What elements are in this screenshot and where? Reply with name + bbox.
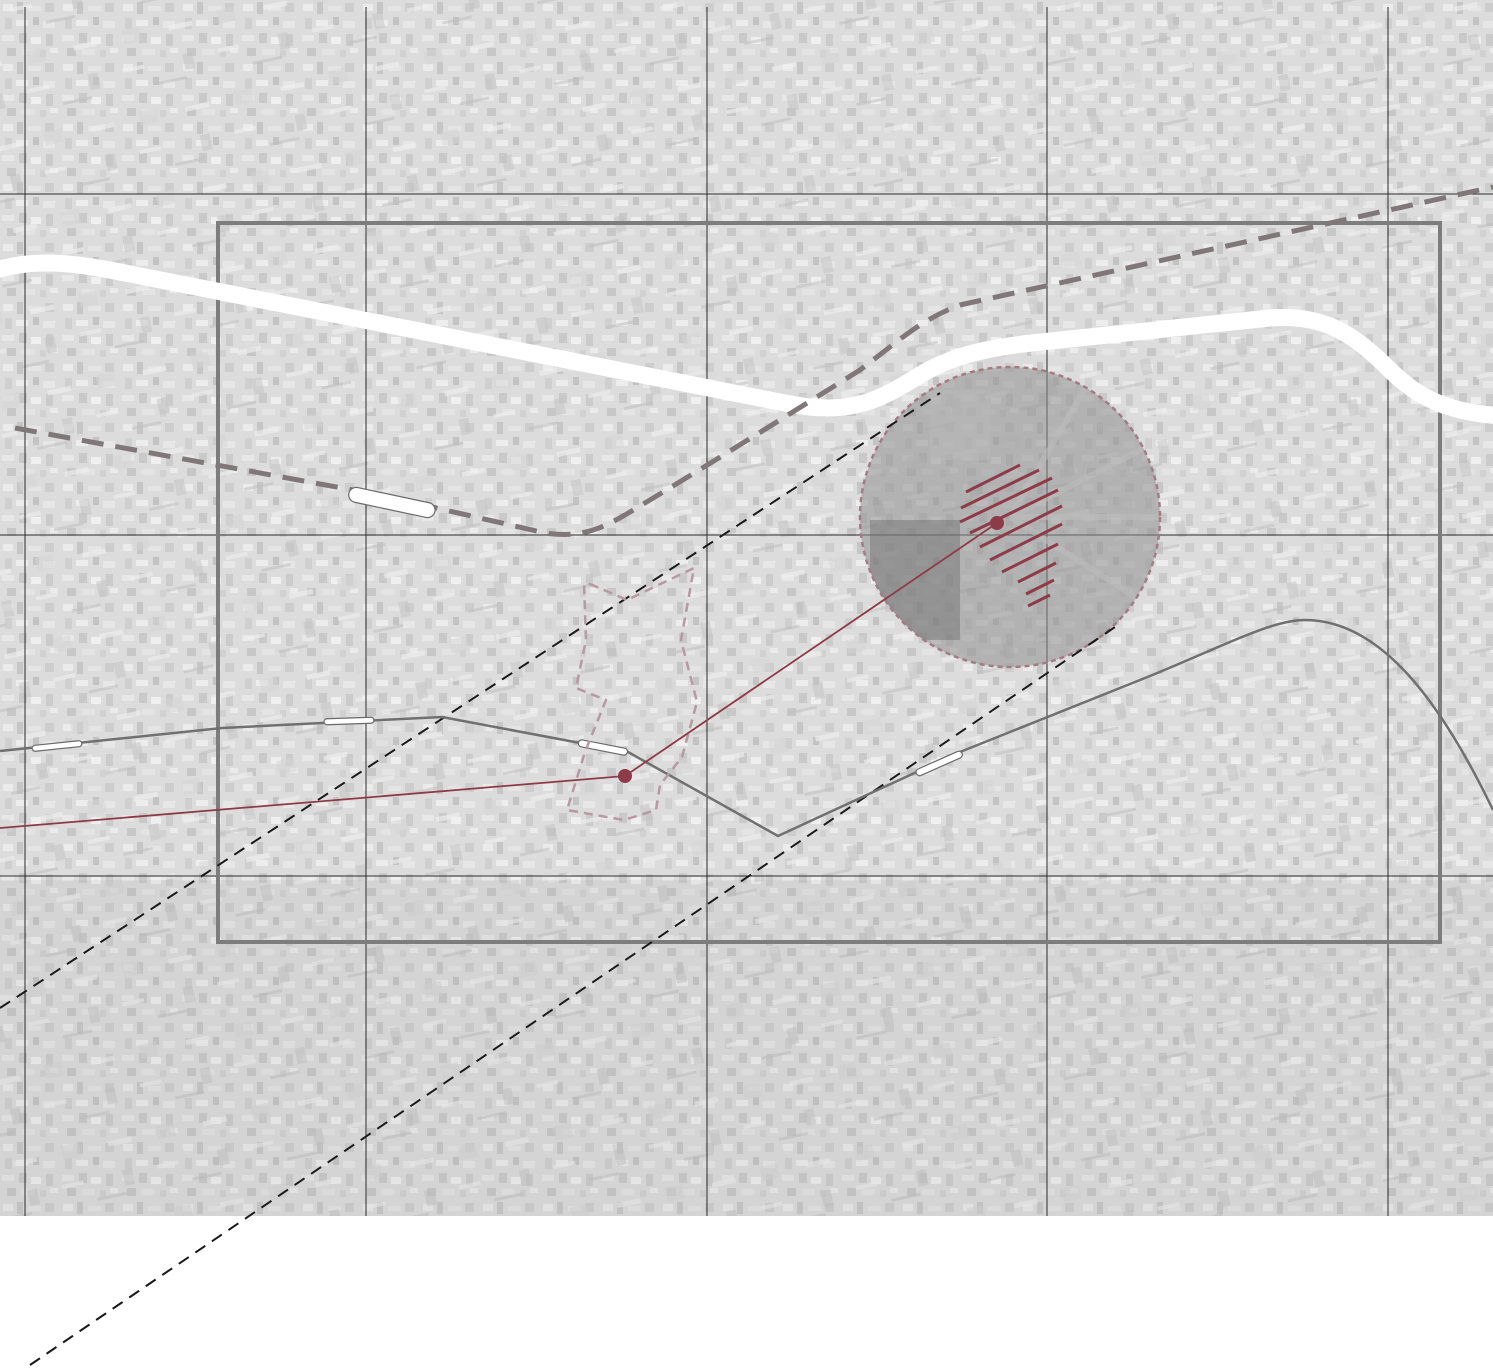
proposed-alignments: [0, 392, 1116, 1366]
station-marker: [323, 716, 375, 726]
site-node-dot-marker-icon[interactable]: [618, 769, 632, 783]
station-marker: [577, 739, 629, 756]
site-boundary: [565, 566, 699, 822]
connection-line-northeast: [624, 522, 998, 777]
transit-line: [0, 618, 1493, 838]
aerial-haze: [0, 0, 1493, 1216]
stations: [31, 486, 963, 777]
hatched-focus-zone: [959, 463, 1063, 608]
station-marker-large: [348, 486, 436, 519]
catchment-center-dot-marker-icon[interactable]: [990, 516, 1004, 530]
proposed-alignment-upper: [0, 392, 941, 1009]
aerial-imagery-layer: [0, 0, 1493, 1216]
catchment-imagery: [860, 367, 1160, 667]
connection-lines: [0, 522, 998, 829]
connection-line-west: [0, 775, 626, 829]
aerial-overlay: [0, 0, 1493, 1216]
station-marker: [31, 740, 83, 752]
catchment-boundary: [858, 365, 1162, 669]
study-area-frame: [216, 221, 1442, 944]
station-marker: [915, 750, 963, 777]
catchment-area: [858, 365, 1162, 669]
aerial-shade-lower: [0, 880, 1493, 1216]
main-road: [0, 254, 1493, 424]
dashed-railway: [14, 184, 1493, 537]
